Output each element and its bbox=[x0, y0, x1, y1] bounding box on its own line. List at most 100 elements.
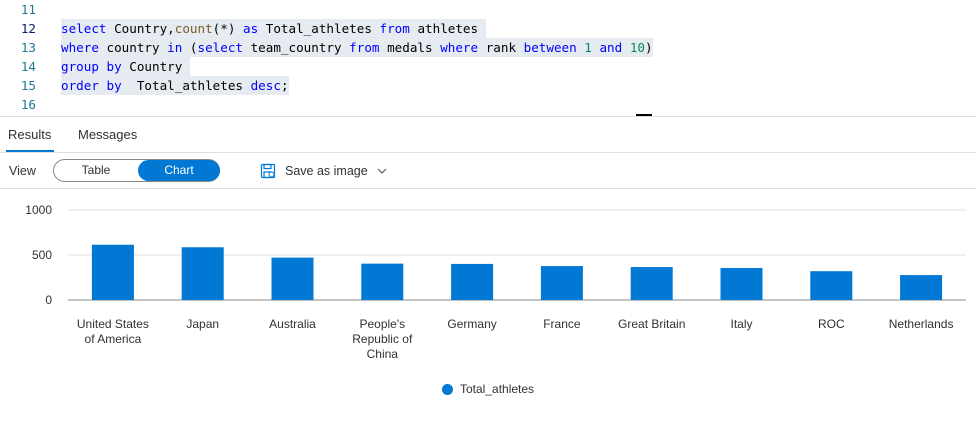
code-text: order by Total_athletes desc; bbox=[61, 76, 289, 95]
code-token: team_country bbox=[243, 40, 350, 55]
line-number: 16 bbox=[20, 97, 36, 112]
line-number: 11 bbox=[20, 2, 36, 17]
code-token: between bbox=[523, 40, 577, 55]
code-token: by bbox=[106, 59, 122, 74]
code-token: Country bbox=[121, 59, 190, 74]
query-editor[interactable]: 11 12 select Country,count(*) as Total_ath… bbox=[0, 0, 976, 116]
table-view-option[interactable]: Table bbox=[81, 163, 111, 177]
code-token: desc bbox=[250, 78, 281, 93]
bar[interactable] bbox=[451, 263, 494, 300]
code-token: where bbox=[61, 40, 99, 55]
tab-results[interactable]: Results bbox=[8, 127, 52, 142]
code-token: select bbox=[197, 40, 244, 55]
bar-chart: 0 500 1000 United States of America Japan Aust… bbox=[0, 190, 976, 429]
code-token: (*) bbox=[212, 21, 244, 36]
x-tick-label-line: Italy bbox=[730, 317, 752, 331]
code-token: rank bbox=[478, 40, 524, 55]
x-tick-label-line: People's bbox=[359, 317, 405, 331]
chart-view-option[interactable]: Chart bbox=[138, 160, 220, 181]
y-tick-label: 500 bbox=[32, 248, 52, 262]
line-number: 13 bbox=[20, 40, 36, 55]
chart-legend[interactable]: Total_athletes bbox=[442, 382, 534, 396]
active-tab-indicator bbox=[6, 150, 54, 152]
code-token: Total_athletes bbox=[121, 78, 251, 93]
code-text: group by Country bbox=[61, 57, 190, 76]
code-token: select bbox=[61, 21, 107, 36]
x-tick-label-line: Japan bbox=[186, 317, 219, 331]
bar[interactable] bbox=[91, 244, 134, 300]
code-line[interactable]: 14 group by Country bbox=[0, 57, 976, 76]
code-token: as bbox=[243, 21, 259, 36]
bar[interactable] bbox=[361, 263, 404, 300]
bar[interactable] bbox=[720, 267, 763, 300]
code-line[interactable]: 11 bbox=[0, 0, 976, 19]
code-token bbox=[99, 78, 107, 93]
y-tick-label: 1000 bbox=[25, 203, 52, 217]
x-tick-label-line: China bbox=[367, 347, 399, 361]
bar[interactable] bbox=[900, 275, 943, 300]
x-tick-label-line: ROC bbox=[818, 317, 845, 331]
x-tick-label-line: Netherlands bbox=[889, 317, 954, 331]
view-toggle[interactable]: Table Chart bbox=[53, 159, 220, 182]
code-token: order bbox=[61, 78, 99, 93]
x-tick-label: Australia bbox=[269, 317, 316, 331]
code-line[interactable]: 13 where country in (select team_country … bbox=[0, 38, 976, 57]
code-token: and bbox=[599, 40, 623, 55]
line-number: 14 bbox=[20, 59, 36, 74]
code-line[interactable]: 12 select Country,count(*) as Total_athle… bbox=[0, 19, 976, 38]
x-tick-label: Netherlands bbox=[889, 317, 954, 331]
code-text: where country in (select team_country fr… bbox=[61, 38, 653, 57]
code-token: ) bbox=[644, 40, 653, 55]
x-tick-label: Germany bbox=[447, 317, 496, 331]
chart-canvas: 0 500 1000 United States of America Japan Aust… bbox=[25, 203, 966, 361]
x-tick-label-line: United States bbox=[77, 317, 149, 331]
code-token: from bbox=[349, 40, 380, 55]
code-token: by bbox=[106, 78, 122, 93]
view-toolbar: View Table Chart Save as image bbox=[0, 153, 976, 189]
save-image-icon bbox=[260, 163, 276, 179]
bar[interactable] bbox=[810, 271, 853, 300]
legend-label-total-athletes: Total_athletes bbox=[460, 382, 535, 396]
code-token: Total_athletes bbox=[258, 21, 380, 36]
bar[interactable] bbox=[540, 266, 583, 300]
x-tick-label-line: Great Britain bbox=[618, 317, 685, 331]
x-tick-label-line: Republic of bbox=[352, 332, 413, 346]
x-tick-label: Japan bbox=[186, 317, 219, 331]
code-token: 10 bbox=[629, 40, 645, 55]
code-token: 1 bbox=[584, 40, 592, 55]
splitter-handle[interactable] bbox=[636, 114, 652, 116]
x-tick-label-line: of America bbox=[85, 332, 142, 346]
x-tick-label-line: France bbox=[543, 317, 581, 331]
x-tick-label: United States of America bbox=[77, 317, 149, 346]
x-tick-label: Great Britain bbox=[618, 317, 685, 331]
line-number: 12 bbox=[20, 21, 36, 36]
code-text: select Country,count(*) as Total_athlete… bbox=[61, 19, 486, 38]
code-token: Country, bbox=[106, 21, 175, 36]
code-token: in bbox=[167, 40, 183, 55]
code-line[interactable]: 16 bbox=[0, 95, 976, 114]
save-as-image-button[interactable]: Save as image bbox=[260, 160, 387, 182]
code-token: group bbox=[61, 59, 99, 74]
save-as-image-label: Save as image bbox=[285, 164, 368, 178]
bar[interactable] bbox=[181, 247, 224, 300]
editor-divider bbox=[0, 116, 976, 117]
chevron-down-icon[interactable] bbox=[377, 166, 387, 176]
tab-messages[interactable]: Messages bbox=[78, 127, 138, 142]
view-label: View bbox=[9, 164, 36, 178]
code-token: ( bbox=[182, 40, 198, 55]
line-number: 15 bbox=[20, 78, 36, 93]
legend-swatch bbox=[442, 383, 453, 395]
x-tick-label-line: Australia bbox=[269, 317, 316, 331]
x-tick-label-line: Germany bbox=[447, 317, 496, 331]
y-tick-label: 0 bbox=[45, 293, 52, 307]
code-token: count bbox=[174, 21, 213, 36]
x-tick-label: Italy bbox=[730, 317, 752, 331]
code-token: country bbox=[98, 40, 168, 55]
x-tick-label: People's Republic of China bbox=[352, 317, 413, 361]
results-tabbar: Results Messages bbox=[0, 117, 976, 153]
bar[interactable] bbox=[630, 267, 673, 300]
code-token: medals bbox=[379, 40, 441, 55]
code-token: where bbox=[440, 40, 479, 55]
bar[interactable] bbox=[271, 257, 314, 300]
code-line[interactable]: 15 order by Total_athletes desc; bbox=[0, 76, 976, 95]
